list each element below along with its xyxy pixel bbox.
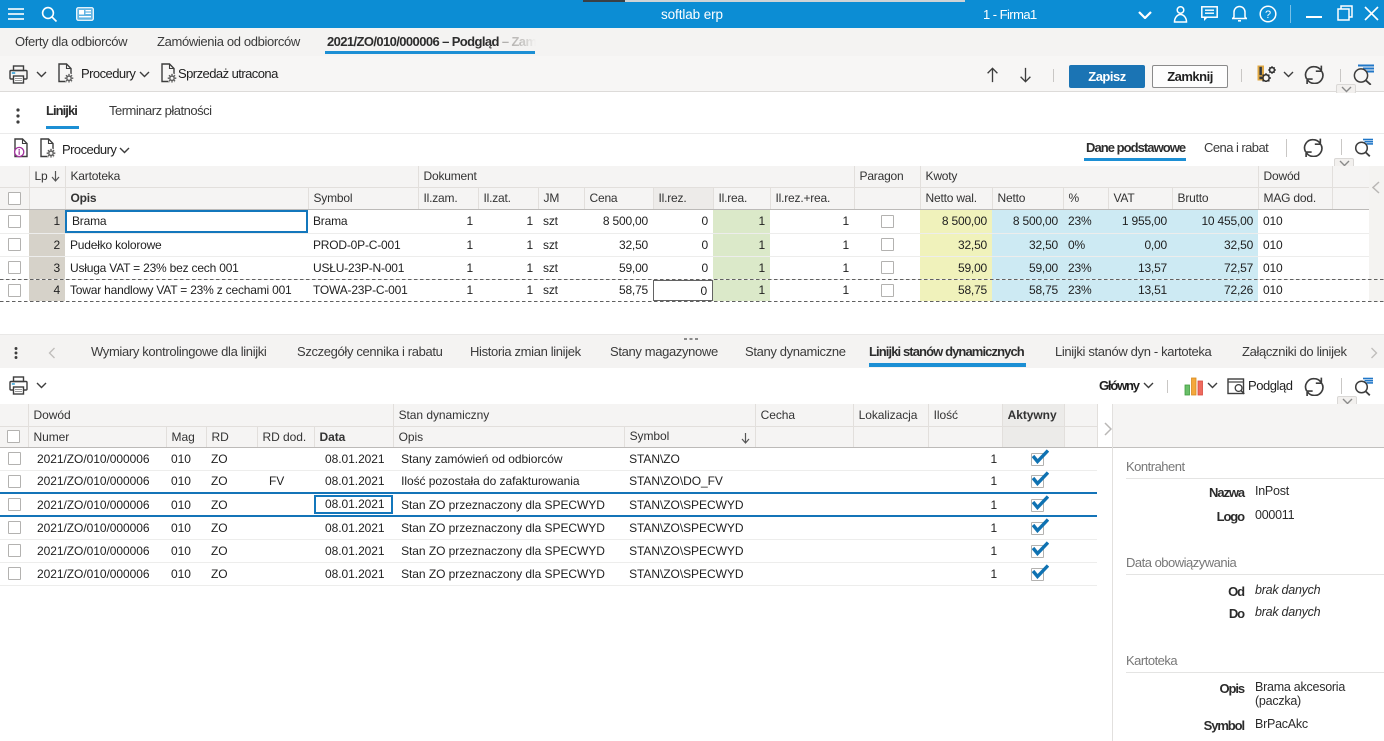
svg-text:?: ? [1265, 9, 1271, 21]
